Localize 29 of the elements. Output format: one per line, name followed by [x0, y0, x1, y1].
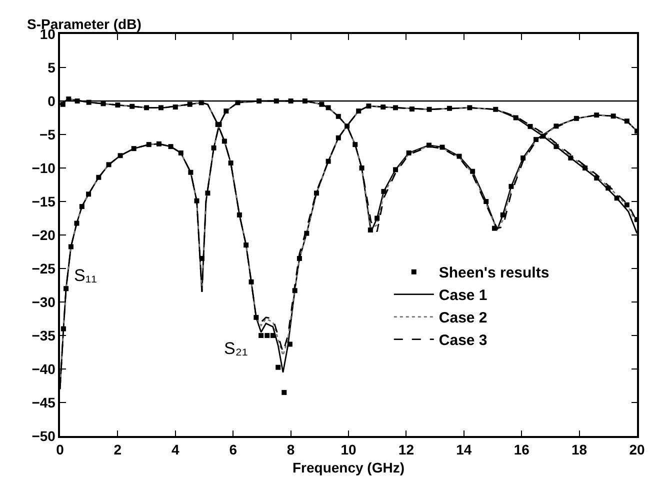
- legend-label: Case 3: [438, 332, 488, 350]
- y-tick-label: −25: [32, 260, 56, 276]
- x-tick-label: 14: [456, 442, 472, 458]
- y-tick-label: 0: [48, 92, 56, 109]
- y-tick-label: −10: [32, 160, 56, 176]
- y-tick-label: −15: [32, 193, 56, 210]
- x-tick-label: 8: [286, 442, 295, 458]
- x-axis-title: Frequency (GHz): [292, 459, 405, 476]
- y-tick-label: 5: [48, 59, 56, 76]
- y-tick-label: −30: [32, 294, 56, 310]
- x-tick-label: 10: [340, 442, 356, 458]
- y-tick-label: −35: [32, 327, 56, 344]
- annotation: S₁₁: [74, 266, 98, 285]
- y-tick-label: −45: [32, 394, 56, 410]
- x-tick-label: 18: [572, 442, 588, 458]
- y-tick-label: −40: [32, 360, 56, 377]
- x-tick-label: 2: [114, 442, 122, 458]
- legend-label: Case 2: [438, 310, 488, 327]
- x-tick-label: 12: [398, 442, 414, 458]
- x-tick-label: 6: [229, 442, 238, 458]
- x-tick-label: 4: [172, 442, 180, 458]
- x-tick-label: 20: [629, 442, 645, 458]
- x-tick-label: 16: [514, 442, 530, 458]
- y-tick-label: −20: [32, 226, 56, 243]
- legend-label: Case 1: [438, 287, 488, 304]
- annotation: S₂₁: [224, 339, 248, 358]
- y-tick-label: −50: [32, 428, 56, 444]
- y-tick-label: −5: [39, 126, 56, 142]
- legend-label: Sheen's results: [438, 264, 550, 282]
